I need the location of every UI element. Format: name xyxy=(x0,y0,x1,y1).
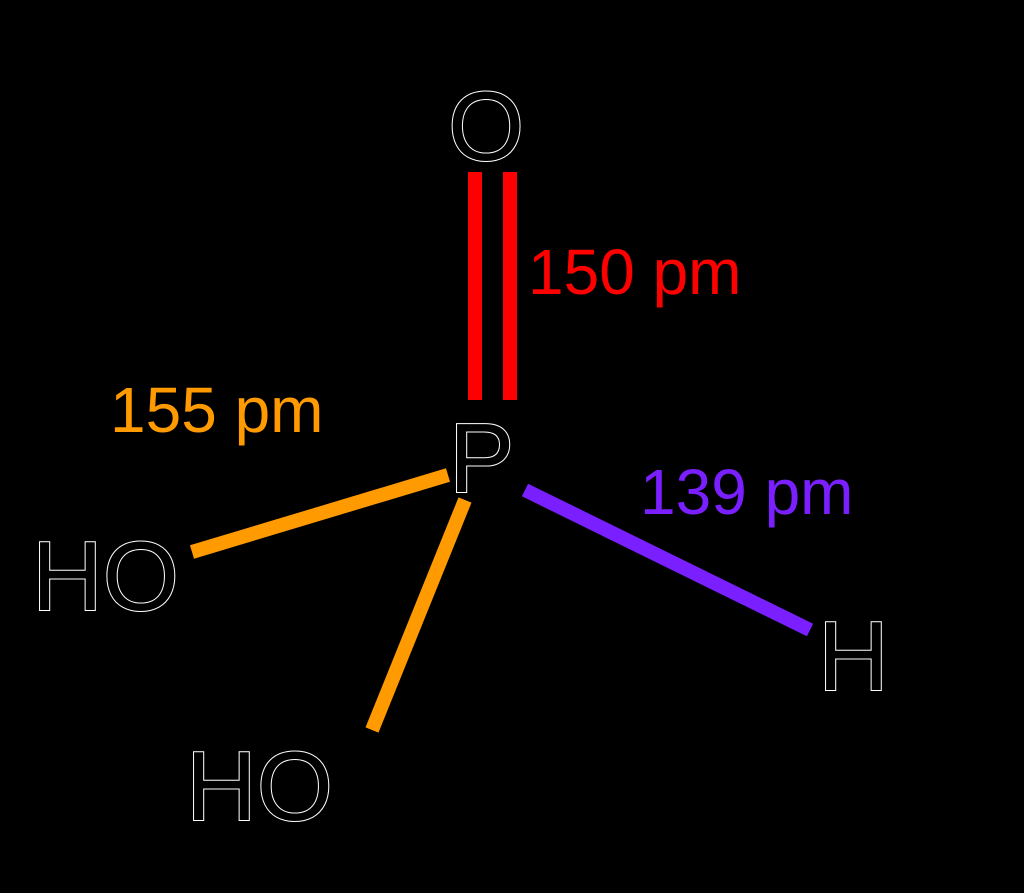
label-139pm: 139 pm xyxy=(640,460,853,524)
bond-p-ho-left xyxy=(192,475,448,552)
bonds-svg xyxy=(0,0,1024,893)
label-150pm: 150 pm xyxy=(528,240,741,304)
molecular-diagram: O P HO HO H 150 pm 155 pm 139 pm xyxy=(0,0,1024,893)
label-155pm: 155 pm xyxy=(110,378,323,442)
bond-p-ho-bottom xyxy=(372,500,465,730)
